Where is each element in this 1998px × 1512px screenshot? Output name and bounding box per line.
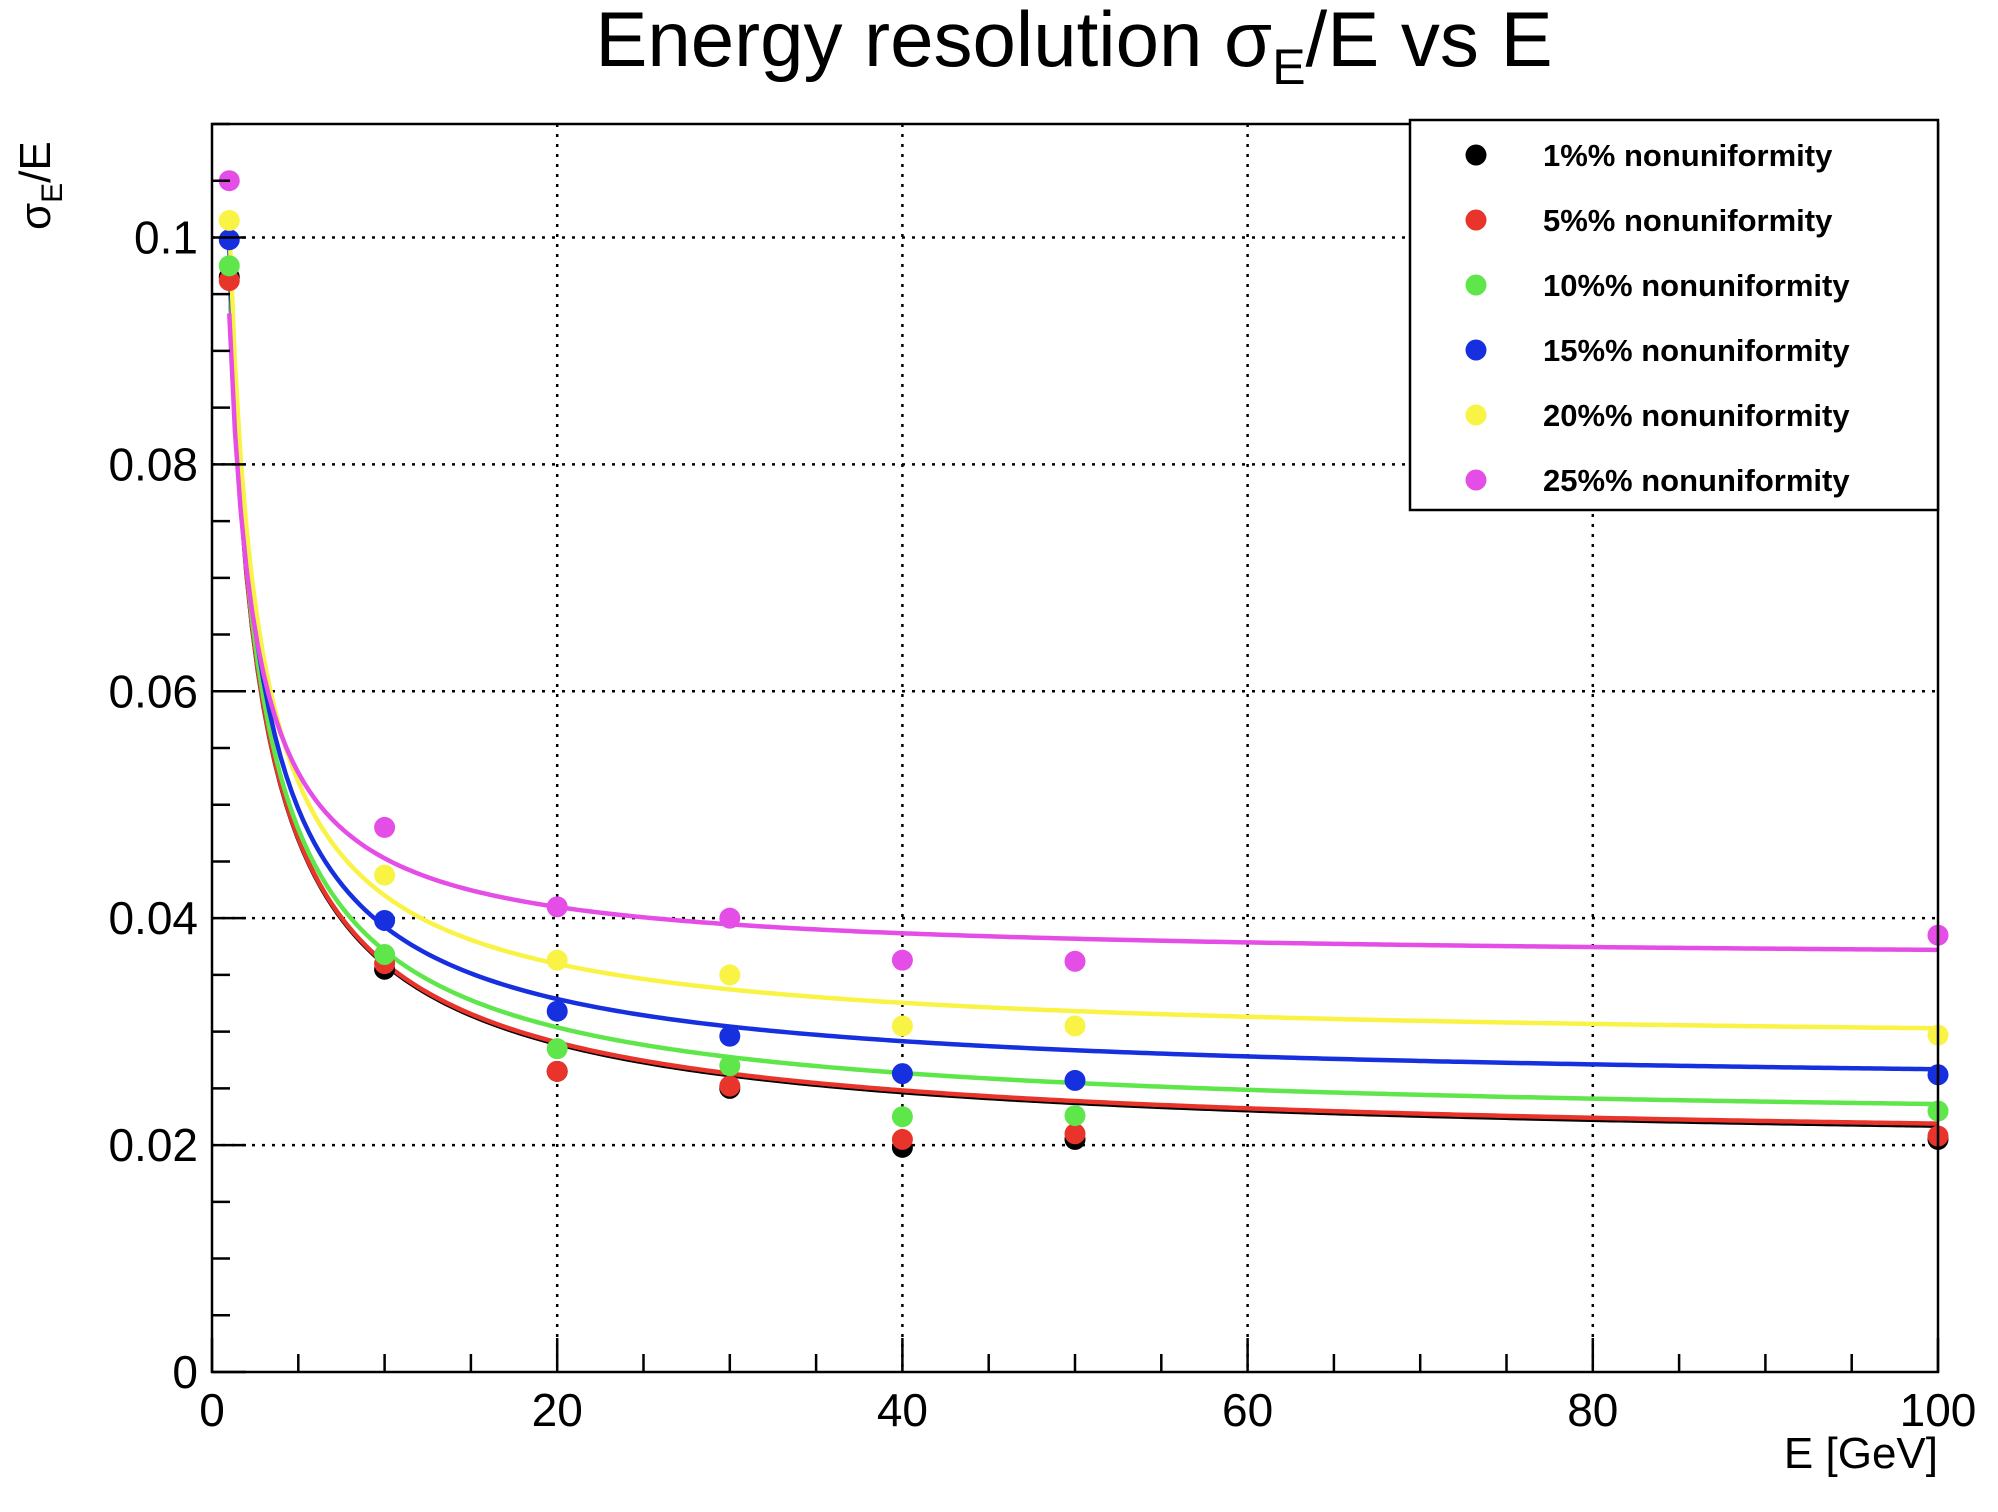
data-point bbox=[719, 964, 741, 986]
data-point bbox=[719, 1055, 741, 1077]
fit-curve bbox=[227, 265, 1939, 1126]
data-point bbox=[1064, 1015, 1086, 1037]
data-point bbox=[218, 270, 240, 292]
y-tick-label: 0.06 bbox=[108, 665, 198, 717]
legend-label: 20%% nonuniformity bbox=[1543, 398, 1850, 433]
x-tick-label: 0 bbox=[199, 1384, 225, 1436]
legend-marker bbox=[1465, 469, 1487, 491]
data-point bbox=[1064, 950, 1086, 972]
data-point bbox=[546, 1060, 568, 1082]
x-tick-label: 20 bbox=[532, 1384, 583, 1436]
data-points bbox=[218, 170, 1949, 1158]
legend-label: 10%% nonuniformity bbox=[1543, 268, 1850, 303]
data-point bbox=[546, 1038, 568, 1060]
legend-marker bbox=[1465, 339, 1487, 361]
data-point bbox=[1064, 1105, 1086, 1127]
fit-curve bbox=[227, 224, 1939, 1031]
fit-curve bbox=[227, 313, 1939, 953]
data-point bbox=[719, 1025, 741, 1047]
legend-label: 5%% nonuniformity bbox=[1543, 203, 1833, 238]
data-point bbox=[891, 949, 913, 971]
data-point bbox=[218, 255, 240, 277]
data-point bbox=[546, 896, 568, 918]
data-point bbox=[719, 1075, 741, 1097]
data-point bbox=[891, 1128, 913, 1150]
y-tick-label: 0 bbox=[172, 1346, 198, 1398]
x-axis-title: E [GeV] bbox=[1784, 1429, 1938, 1478]
legend-label: 1%% nonuniformity bbox=[1543, 138, 1833, 173]
fit-curve bbox=[227, 246, 1939, 1072]
data-point bbox=[374, 943, 396, 965]
x-tick-label: 80 bbox=[1567, 1384, 1618, 1436]
data-point bbox=[891, 1106, 913, 1128]
data-point bbox=[374, 816, 396, 838]
data-point bbox=[374, 909, 396, 931]
legend-marker bbox=[1465, 404, 1487, 426]
legend-box bbox=[1408, 118, 1940, 512]
legend-marker bbox=[1465, 209, 1487, 231]
legend-marker bbox=[1465, 144, 1487, 166]
data-point bbox=[218, 229, 240, 251]
data-point bbox=[218, 209, 240, 231]
data-point bbox=[891, 1015, 913, 1037]
axes: 0 20 40 60 80 100 0 0.02 0.04 0.06 0.08 0.1 bbox=[108, 122, 1977, 1436]
chart-title: Energy resolution σE/E vs E bbox=[595, 0, 1552, 95]
x-tick-label: 60 bbox=[1222, 1384, 1273, 1436]
data-point bbox=[891, 1063, 913, 1085]
y-tick-label: 0.04 bbox=[108, 892, 198, 944]
data-point bbox=[546, 949, 568, 971]
y-tick-label: 0.02 bbox=[108, 1119, 198, 1171]
legend-marker bbox=[1465, 274, 1487, 296]
y-tick-label: 0.1 bbox=[134, 211, 198, 263]
data-point bbox=[1064, 1069, 1086, 1091]
data-point bbox=[546, 1000, 568, 1022]
data-point bbox=[1064, 1123, 1086, 1145]
x-tick-label: 100 bbox=[1900, 1384, 1977, 1436]
legend: 1%% nonuniformity 5%% nonuniformity 10%% n… bbox=[1408, 118, 1940, 512]
legend-label: 25%% nonuniformity bbox=[1543, 463, 1850, 498]
legend-label: 15%% nonuniformity bbox=[1543, 333, 1850, 368]
data-point bbox=[374, 864, 396, 886]
y-tick-label: 0.08 bbox=[108, 438, 198, 490]
data-point bbox=[719, 907, 741, 929]
y-axis-title: σE/E bbox=[11, 141, 69, 230]
x-tick-label: 40 bbox=[877, 1384, 928, 1436]
